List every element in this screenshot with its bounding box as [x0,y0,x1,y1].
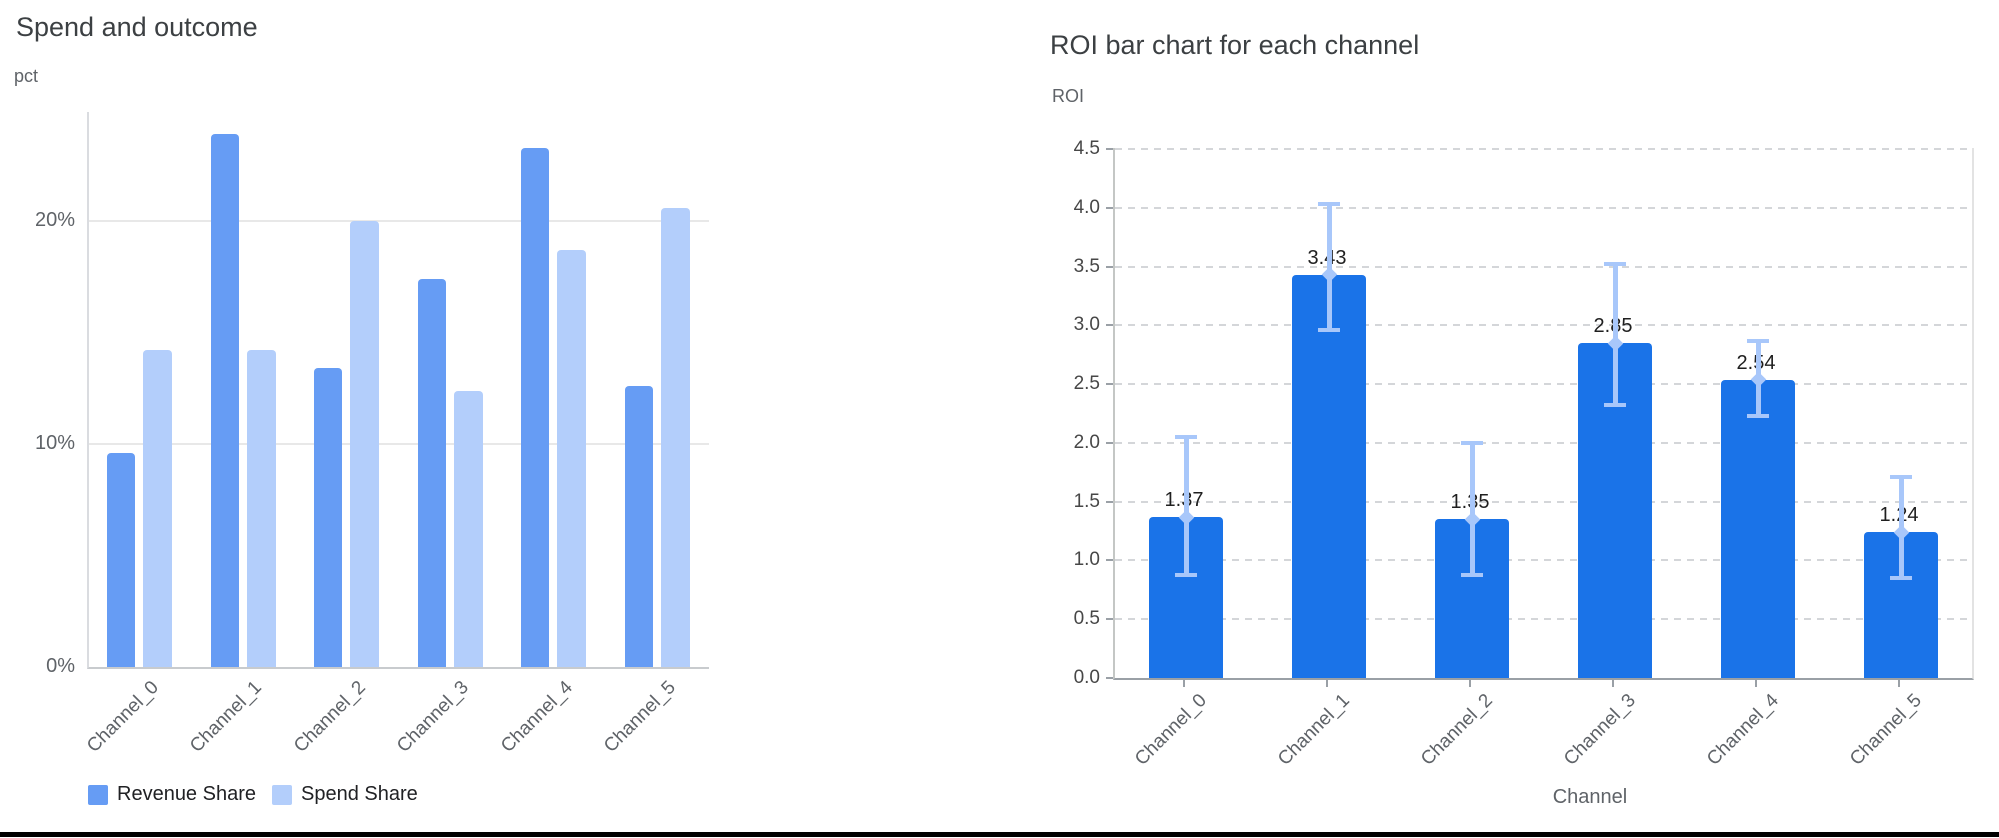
y-tick-label-20%: 20% [34,209,75,232]
error-bar-cap-bottom-channel_1 [1318,328,1340,333]
y-tick-mark-3.5 [1106,265,1113,268]
gridline-1.5 [1115,500,1972,503]
roi-chart-title: ROI bar chart for each channel [1050,30,1420,60]
x-tick-label-channel_1: Channel_1 [186,677,266,757]
legend-label-spend-share: Spend Share [301,783,418,805]
bar-roi-channel_1[interactable] [1292,274,1366,678]
bar-spend-share-channel_3[interactable] [453,390,483,667]
x-tick-mark-channel_3 [1612,680,1614,687]
roi-chart-plot-area [1113,148,1974,680]
spend-outcome-plot-area [87,112,709,669]
bar-spend-share-channel_2[interactable] [350,221,379,667]
bar-spend-share-channel_0[interactable] [143,350,172,667]
y-tick-mark-3.0 [1106,324,1113,327]
y-tick-label-0%: 0% [46,655,75,677]
spend-outcome-y-unit: pct [14,66,39,86]
gridline-2.0 [1115,441,1972,444]
error-bar-cap-top-channel_1 [1318,202,1340,207]
y-tick-label-2.0: 2.0 [1073,431,1100,453]
spend-outcome-title: Spend and outcome [16,12,258,42]
window-bottom-edge [0,832,1999,837]
bar-revenue-share-channel_0[interactable] [107,453,135,667]
bar-spend-share-channel_1[interactable] [246,350,276,667]
y-tick-mark-4.5 [1106,148,1113,151]
y-tick-label-3.0: 3.0 [1073,314,1100,336]
y-tick-label-2.5: 2.5 [1073,373,1100,395]
y-tick-mark-2.5 [1106,383,1113,386]
y-tick-mark-2.0 [1106,441,1113,444]
gridline-4.5 [1115,148,1972,151]
legend-swatch-revenue-share [88,785,108,805]
roi-chart-x-axis-title: Channel [1552,786,1628,808]
y-tick-mark-0.5 [1106,618,1113,621]
error-bar-cap-bottom-channel_5 [1890,576,1912,581]
y-tick-label-0.0: 0.0 [1073,667,1100,688]
y-tick-label-0.5: 0.5 [1073,608,1100,630]
x-tick-label-channel_0: Channel_0 [82,677,163,757]
x-tick-label-channel_2: Channel_2 [289,677,370,757]
y-tick-label-10%: 10% [34,432,75,455]
error-bar-cap-bottom-channel_2 [1461,572,1483,577]
x-tick-label-channel_1: Channel_1 [1274,690,1354,770]
error-bar-cap-bottom-channel_0 [1175,572,1197,577]
x-tick-label-channel_0: Channel_0 [1131,690,1211,770]
x-tick-mark-channel_2 [1469,680,1471,687]
error-bar-line-channel_2 [1469,442,1475,575]
y-tick-label-4.0: 4.0 [1073,196,1100,218]
gridline-1.0 [1115,559,1972,562]
gridline-10% [89,443,709,446]
error-bar-cap-bottom-channel_4 [1747,413,1769,418]
error-bar-cap-bottom-channel_3 [1604,403,1626,408]
x-tick-mark-channel_5 [1898,680,1900,687]
x-tick-label-channel_4: Channel_4 [496,677,577,757]
y-tick-mark-1.5 [1106,500,1113,503]
gridline-20% [89,220,709,223]
gridline-0.5 [1115,618,1972,621]
x-tick-label-channel_2: Channel_2 [1417,690,1497,770]
bar-revenue-share-channel_1[interactable] [210,134,239,667]
bar-spend-share-channel_5[interactable] [660,207,690,667]
bar-revenue-share-channel_2[interactable] [314,368,342,667]
gridline-3.5 [1115,265,1972,268]
y-tick-label-1.5: 1.5 [1073,490,1100,512]
gridline-3.0 [1115,324,1972,327]
y-tick-label-4.5: 4.5 [1073,138,1100,160]
bar-revenue-share-channel_4[interactable] [521,147,549,667]
legend-swatch-spend-share [272,785,292,805]
gridline-2.5 [1115,383,1972,386]
x-tick-mark-channel_1 [1326,680,1328,687]
x-tick-label-channel_3: Channel_3 [1560,690,1640,770]
bar-spend-share-channel_4[interactable] [557,250,586,667]
y-tick-mark-0.0 [1106,677,1113,679]
x-tick-label-channel_3: Channel_3 [393,677,473,757]
error-bar-cap-top-channel_3 [1604,262,1626,267]
y-tick-mark-1.0 [1106,559,1113,562]
error-bar-cap-top-channel_2 [1461,440,1483,445]
legend-label-revenue-share: Revenue Share [117,783,256,805]
roi-chart-y-unit: ROI [1052,86,1085,106]
bar-revenue-share-channel_3[interactable] [417,279,446,667]
error-bar-cap-top-channel_4 [1747,338,1769,343]
x-tick-mark-channel_4 [1755,680,1757,687]
gridline-4.0 [1115,206,1972,209]
y-tick-mark-4.0 [1106,206,1113,209]
x-tick-label-channel_4: Channel_4 [1703,690,1783,770]
y-tick-label-3.5: 3.5 [1073,255,1100,277]
bar-roi-channel_4[interactable] [1721,379,1795,678]
error-bar-line-channel_0 [1183,437,1189,575]
x-tick-label-channel_5: Channel_5 [1846,690,1926,770]
error-bar-cap-top-channel_5 [1890,475,1912,480]
y-tick-label-1.0: 1.0 [1073,549,1100,571]
x-tick-label-channel_5: Channel_5 [600,677,680,757]
error-bar-line-channel_3 [1612,264,1618,406]
bar-revenue-share-channel_5[interactable] [624,386,653,667]
error-bar-cap-top-channel_0 [1175,435,1197,440]
x-tick-mark-channel_0 [1183,680,1185,687]
